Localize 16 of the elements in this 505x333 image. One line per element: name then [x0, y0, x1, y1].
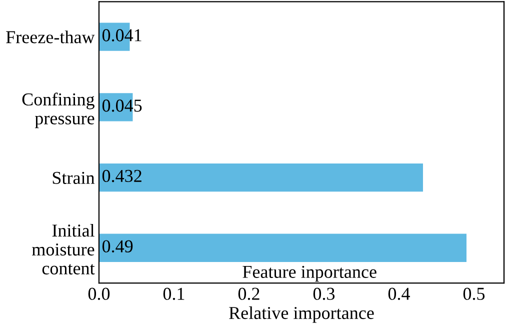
x-tick-label: 0.5 — [463, 288, 485, 300]
data-label: 0.49 — [102, 240, 133, 252]
annotation: Feature inportance — [242, 266, 376, 282]
y-tick-label: Strain — [52, 172, 95, 184]
x-tick-label: 0.2 — [238, 288, 260, 300]
bar — [98, 234, 466, 262]
x-tick-label: 0.0 — [88, 288, 110, 300]
y-tick-label: Freeze-thaw — [6, 30, 95, 44]
x-axis-title: Relative importance — [229, 306, 374, 323]
bar — [98, 163, 423, 192]
y-tick-label: Initial moisture content — [32, 224, 95, 274]
y-tick-label: Confining pressure — [22, 92, 94, 128]
x-tick-label: 0.1 — [163, 288, 184, 300]
x-tick-label: 0.3 — [313, 288, 335, 300]
x-tick-label: 0.4 — [388, 288, 410, 300]
data-label: 0.432 — [102, 170, 142, 182]
